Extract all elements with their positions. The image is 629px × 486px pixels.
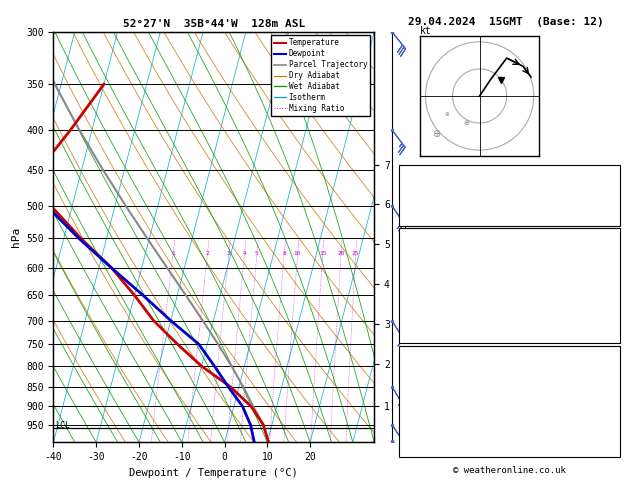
Text: 20: 20 <box>337 251 345 257</box>
Text: 6.8: 6.8 <box>599 264 616 274</box>
Y-axis label: hPa: hPa <box>11 227 21 247</box>
Text: 3: 3 <box>226 251 230 257</box>
Text: 4: 4 <box>611 297 616 307</box>
Text: LCL: LCL <box>55 421 70 430</box>
Text: 54: 54 <box>604 424 616 434</box>
Text: Lifted Index: Lifted Index <box>404 406 475 416</box>
Text: CAPE (J): CAPE (J) <box>404 424 452 434</box>
X-axis label: Dewpoint / Temperature (°C): Dewpoint / Temperature (°C) <box>130 468 298 478</box>
Text: 54: 54 <box>604 313 616 323</box>
Text: K: K <box>404 171 410 180</box>
Text: Lifted Index: Lifted Index <box>404 297 475 307</box>
Text: Temp (°C): Temp (°C) <box>404 248 457 258</box>
Text: CIN (J): CIN (J) <box>404 330 445 340</box>
Y-axis label: km
ASL: km ASL <box>401 226 418 248</box>
Text: Dewp (°C): Dewp (°C) <box>404 264 457 274</box>
Text: 4: 4 <box>611 406 616 416</box>
Text: Totals Totals: Totals Totals <box>404 191 481 201</box>
Text: 8: 8 <box>282 251 286 257</box>
Text: 10: 10 <box>294 251 301 257</box>
Text: © weatheronline.co.uk: © weatheronline.co.uk <box>453 466 566 475</box>
Legend: Temperature, Dewpoint, Parcel Trajectory, Dry Adiabat, Wet Adiabat, Isotherm, Mi: Temperature, Dewpoint, Parcel Trajectory… <box>271 35 370 116</box>
Text: 15: 15 <box>319 251 326 257</box>
Text: kt: kt <box>420 26 432 35</box>
Text: 301: 301 <box>599 387 616 397</box>
Text: 2: 2 <box>205 251 209 257</box>
Text: PW (cm): PW (cm) <box>404 211 445 221</box>
Text: 29.04.2024  15GMT  (Base: 12): 29.04.2024 15GMT (Base: 12) <box>408 17 604 27</box>
Text: θₑ(K): θₑ(K) <box>404 280 434 291</box>
Text: 301: 301 <box>599 280 616 291</box>
Text: 996: 996 <box>599 369 616 379</box>
Title: 52°27'N  35B°44'W  128m ASL: 52°27'N 35B°44'W 128m ASL <box>123 19 305 30</box>
Text: CAPE (J): CAPE (J) <box>404 313 452 323</box>
Text: ⊕: ⊕ <box>432 129 440 139</box>
Text: ⊕: ⊕ <box>445 112 450 118</box>
Text: Pressure (mb): Pressure (mb) <box>404 369 481 379</box>
Text: 0: 0 <box>611 443 616 452</box>
Text: θₑ (K): θₑ (K) <box>404 387 440 397</box>
Text: 0: 0 <box>611 330 616 340</box>
Text: 1: 1 <box>171 251 175 257</box>
Text: ⊕: ⊕ <box>463 120 469 126</box>
Text: 4: 4 <box>242 251 246 257</box>
Text: CIN (J): CIN (J) <box>404 443 445 452</box>
Text: Most Unstable: Most Unstable <box>469 349 550 359</box>
Text: 10.1: 10.1 <box>593 248 616 258</box>
Text: 1.45: 1.45 <box>593 211 616 221</box>
Text: 47: 47 <box>604 191 616 201</box>
Text: 18: 18 <box>604 171 616 180</box>
Text: 5: 5 <box>255 251 259 257</box>
Text: 25: 25 <box>352 251 359 257</box>
Text: Surface: Surface <box>487 231 532 242</box>
